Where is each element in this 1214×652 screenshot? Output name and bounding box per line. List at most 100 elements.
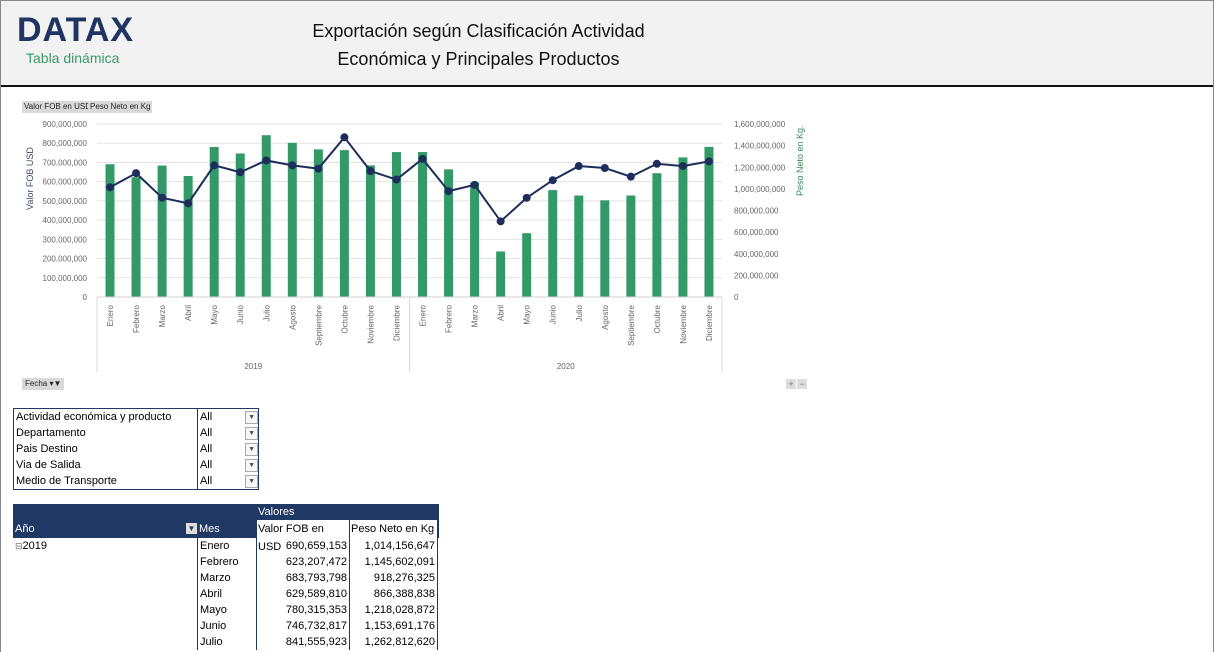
bar-fob (470, 182, 480, 297)
point-peso (574, 162, 583, 171)
x-tick-label: Mayo (523, 304, 532, 324)
bar-fob (261, 135, 271, 297)
collapse-icon[interactable]: ⊟ (15, 541, 23, 551)
point-peso (158, 193, 167, 202)
right-tick-label: 1,000,000,000 (734, 185, 786, 194)
filter-row: Pais Destino All ▼ (14, 441, 258, 457)
x-tick-label: Febrero (445, 304, 454, 333)
peso-column-header: Peso Neto en Kg (349, 520, 438, 538)
year-filter-icon[interactable]: ▼ (186, 523, 197, 534)
x-tick-label: Diciembre (705, 304, 714, 341)
point-peso (470, 180, 479, 189)
left-tick-label: 800,000,000 (43, 139, 88, 148)
bar-fob (391, 152, 401, 297)
bar-fob (418, 152, 428, 297)
peso-cell: 866,388,838 (349, 586, 438, 602)
month-cell: Mayo (197, 602, 256, 618)
filter-value[interactable]: All (199, 427, 213, 439)
expand-collapse-buttons: + − (786, 379, 807, 389)
point-peso (444, 187, 453, 196)
month-column-header[interactable]: Mes (199, 523, 220, 535)
month-cell: Enero (197, 538, 256, 554)
right-tick-label: 200,000,000 (734, 271, 779, 280)
bar-fob (652, 173, 662, 297)
filter-value[interactable]: All (199, 411, 213, 423)
x-tick-label: Junio (549, 304, 558, 324)
filter-label: Pais Destino (14, 441, 198, 457)
x-tick-label: Marzo (471, 304, 480, 327)
report-filters: Actividad económica y producto All ▼ Dep… (13, 408, 259, 490)
peso-cell: 1,262,812,620 (349, 634, 438, 650)
legend-button-peso[interactable]: Peso Neto en Kg (88, 101, 153, 113)
line-peso (109, 135, 710, 223)
filter-value[interactable]: All (199, 475, 213, 487)
x-tick-label: Octubre (340, 304, 349, 333)
filter-label: Medio de Transporte (14, 473, 198, 489)
month-cell: Marzo (197, 570, 256, 586)
expand-field-button[interactable]: + (786, 379, 796, 389)
point-peso (548, 176, 557, 185)
bar-fob (183, 175, 193, 297)
x-tick-label: Junio (236, 304, 245, 324)
filter-row: Actividad económica y producto All ▼ (14, 409, 258, 425)
bar-fob (600, 200, 610, 297)
title-line-1: Exportación según Clasificación Activida… (312, 21, 645, 41)
peso-cell: 1,218,028,872 (349, 602, 438, 618)
dropdown-arrow-icon[interactable]: ▼ (245, 475, 258, 488)
filter-row: Departamento All ▼ (14, 425, 258, 441)
bar-fob (626, 195, 636, 297)
year-label: 2019 (22, 540, 48, 552)
x-tick-label: Noviembre (366, 304, 375, 343)
bar-fob (496, 251, 506, 297)
datax-logo: DATAX (17, 11, 135, 49)
collapse-field-button[interactable]: − (797, 379, 807, 389)
filter-row: Via de Salida All ▼ (14, 457, 258, 473)
point-peso (236, 168, 245, 177)
legend-button-fob[interactable]: Valor FOB en USD (22, 101, 93, 113)
year-cell (13, 586, 197, 602)
x-tick-label: Febrero (132, 304, 141, 333)
filter-label: Via de Salida (14, 457, 198, 473)
left-axis-title: Valor FOB USD (25, 147, 35, 210)
bar-fob (704, 146, 714, 297)
bar-fob (444, 169, 454, 297)
point-peso (106, 183, 115, 192)
year-cell (13, 602, 197, 618)
left-tick-label: 0 (83, 293, 88, 302)
left-tick-label: 500,000,000 (43, 197, 88, 206)
dropdown-arrow-icon[interactable]: ▼ (245, 459, 258, 472)
dropdown-arrow-icon[interactable]: ▼ (245, 427, 258, 440)
bar-fob (105, 164, 115, 297)
year-group-label: 2020 (557, 362, 575, 371)
x-tick-label: Marzo (158, 304, 167, 327)
point-peso (704, 157, 713, 166)
bar-fob (339, 150, 349, 297)
filter-value[interactable]: All (199, 459, 213, 471)
right-tick-label: 1,200,000,000 (734, 163, 786, 172)
x-tick-label: Julio (262, 304, 271, 321)
point-peso (496, 217, 505, 226)
bar-fob (235, 153, 245, 297)
x-tick-label: Agosto (601, 304, 610, 329)
peso-cell: 1,014,156,647 (349, 538, 438, 554)
dropdown-arrow-icon[interactable]: ▼ (245, 443, 258, 456)
point-peso (366, 167, 375, 176)
right-tick-label: 0 (734, 293, 739, 302)
values-label: Valores (258, 506, 295, 518)
table-row: Julio 841,555,923 1,262,812,620 (13, 634, 439, 650)
point-peso (418, 154, 427, 163)
fecha-filter-button[interactable]: Fecha ▾▼ (22, 378, 65, 390)
filter-label: Actividad económica y producto (14, 409, 198, 425)
fob-column-header: Valor FOB en USD (256, 520, 349, 553)
bar-fob (574, 195, 584, 297)
right-tick-label: 400,000,000 (734, 250, 779, 259)
dropdown-arrow-icon[interactable]: ▼ (245, 411, 258, 424)
bar-fob (131, 177, 141, 297)
point-peso (184, 199, 193, 208)
page-title: Exportación según Clasificación Activida… (221, 17, 736, 73)
x-tick-label: Septiembre (627, 304, 636, 345)
x-tick-label: Julio (575, 304, 584, 321)
x-tick-label: Enero (419, 304, 428, 326)
x-tick-label: Mayo (210, 304, 219, 324)
filter-value[interactable]: All (199, 443, 213, 455)
